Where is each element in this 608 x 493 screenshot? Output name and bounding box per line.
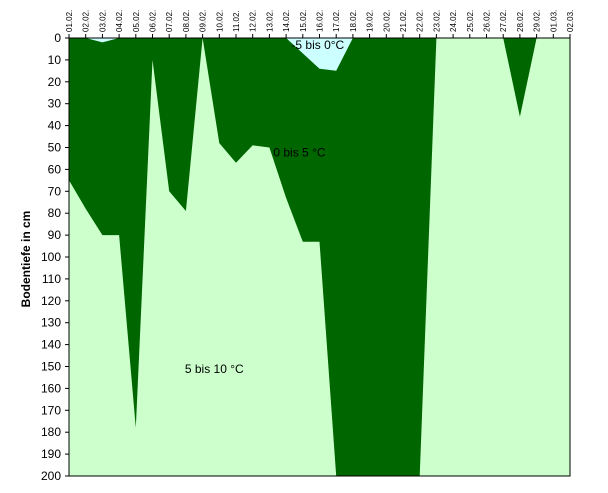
x-tick-label: 04.02. <box>115 10 124 32</box>
x-tick-label: 24.02. <box>449 10 458 32</box>
x-tick-label: 28.02. <box>516 10 525 32</box>
y-tick-label: 60 <box>48 162 62 176</box>
x-axis: 01.02. 02.02. 03.02. 04.02. 05.02. 06.02. 07.0… <box>65 10 575 38</box>
x-tick-label: 05.02. <box>132 10 141 32</box>
zone-label-0-to-5: 0 bis 5 °C <box>273 145 325 159</box>
x-tick-label: 10.02. <box>215 10 224 32</box>
x-tick-label: 08.02. <box>182 10 191 32</box>
x-tick-label: 07.02. <box>165 10 174 32</box>
x-tick-label: 25.02. <box>466 10 475 32</box>
y-tick-label: 200 <box>41 469 61 483</box>
x-tick-label: 06.02. <box>149 10 158 32</box>
y-tick-label: 130 <box>41 316 61 330</box>
x-tick-label: 14.02. <box>282 10 291 32</box>
x-tick-label: 15.02. <box>299 10 308 32</box>
x-tick-label: 26.02. <box>483 10 492 32</box>
plot-area <box>68 37 571 477</box>
y-tick-label: 120 <box>41 294 61 308</box>
y-tick-label: 160 <box>41 381 61 395</box>
y-tick-label: 150 <box>41 360 61 374</box>
y-tick-label: 0 <box>54 31 61 45</box>
x-tick-label: 20.02. <box>382 10 391 32</box>
x-tick-label: 01.03. <box>549 10 558 32</box>
y-tick-label: 170 <box>41 403 61 417</box>
zone-label-minus5-to-0: -5 bis 0°C <box>291 38 344 52</box>
x-tick-label: 29.02. <box>533 10 542 32</box>
y-tick-label: 10 <box>48 53 62 67</box>
zone-label-5-to-10: 5 bis 10 °C <box>185 362 244 376</box>
y-tick-label: 30 <box>48 97 62 111</box>
x-tick-label: 18.02. <box>349 10 358 32</box>
x-tick-label: 03.02. <box>98 10 107 32</box>
x-tick-label: 16.02. <box>316 10 325 32</box>
x-tick-label: 23.02. <box>432 10 441 32</box>
zone-0-to-5-area <box>69 38 570 476</box>
x-tick-label: 22.02. <box>416 10 425 32</box>
y-tick-label: 20 <box>48 75 62 89</box>
x-tick-label: 11.02. <box>232 10 241 32</box>
y-tick-label: 100 <box>41 250 61 264</box>
x-tick-label: 13.02. <box>265 10 274 32</box>
y-tick-label: 180 <box>41 425 61 439</box>
y-tick-label: 90 <box>48 228 62 242</box>
x-tick-label: 19.02. <box>366 10 375 32</box>
x-tick-label: 17.02. <box>332 10 341 32</box>
zone-minus5-to-0-area <box>69 38 353 71</box>
x-tick-label: 09.02. <box>199 10 208 32</box>
y-tick-label: 110 <box>42 272 61 286</box>
y-axis-label: Bodentiefe in cm <box>19 211 33 308</box>
x-tick-label: 27.02. <box>499 10 508 32</box>
y-tick-label: 80 <box>48 206 62 220</box>
y-tick-label: 50 <box>48 141 62 155</box>
y-tick-label: 140 <box>41 338 61 352</box>
x-tick-label: 01.02. <box>65 10 74 32</box>
y-tick-label: 190 <box>41 447 61 461</box>
x-tick-label: 21.02. <box>399 10 408 32</box>
x-tick-label: 02.02. <box>82 10 91 32</box>
y-tick-label: 40 <box>48 119 62 133</box>
y-tick-label: 70 <box>48 184 62 198</box>
x-tick-label: 02.03. <box>566 10 575 32</box>
y-axis: 0 10 20 30 40 50 60 70 80 90 100 110 120 130 140 150 160… <box>41 31 69 483</box>
x-tick-label: 12.02. <box>249 10 258 32</box>
